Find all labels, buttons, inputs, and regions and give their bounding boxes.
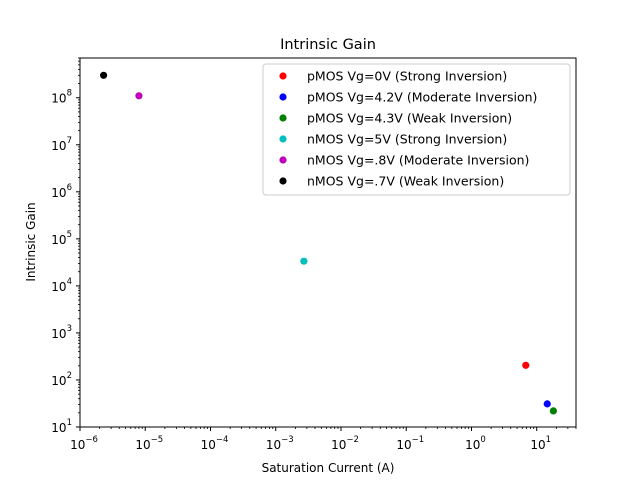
legend-marker <box>279 93 287 101</box>
legend-label: pMOS Vg=4.3V (Weak Inversion) <box>307 111 512 126</box>
x-tick-label: 100 <box>465 435 486 452</box>
x-tick-label: 10−3 <box>266 435 294 452</box>
legend: pMOS Vg=0V (Strong Inversion) pMOS Vg=4.2… <box>262 63 571 196</box>
x-axis-ticks: 10−6 10−5 10−4 10−3 10−2 10−1 100 101 <box>70 427 577 452</box>
y-tick-label: 102 <box>51 371 72 388</box>
chart-title: Intrinsic Gain <box>280 37 376 53</box>
data-points <box>100 71 557 415</box>
legend-marker <box>279 114 287 122</box>
x-tick-label: 10−4 <box>201 435 229 452</box>
y-axis-label: Intrinsic Gain <box>24 202 38 281</box>
data-point <box>135 92 143 100</box>
legend-label: nMOS Vg=.7V (Weak Inversion) <box>307 174 504 189</box>
legend-marker <box>279 177 287 185</box>
legend-box <box>262 63 571 196</box>
x-tick-label: 10−1 <box>396 435 424 452</box>
y-tick-label: 104 <box>51 277 72 294</box>
y-tick-label: 107 <box>51 136 72 153</box>
legend-marker <box>279 72 287 80</box>
data-point <box>549 407 557 415</box>
data-point <box>100 71 108 79</box>
y-tick-label: 103 <box>51 324 72 341</box>
plot-frame <box>79 57 577 428</box>
x-axis-label: Saturation Current (A) <box>262 461 395 475</box>
data-point <box>522 361 530 369</box>
y-tick-label: 105 <box>51 230 72 247</box>
x-tick-label: 10−5 <box>135 435 163 452</box>
data-point <box>543 400 551 408</box>
legend-label: pMOS Vg=0V (Strong Inversion) <box>307 69 507 84</box>
legend-marker <box>279 135 287 143</box>
y-tick-label: 101 <box>51 418 72 435</box>
x-tick-label: 10−2 <box>331 435 359 452</box>
legend-label: pMOS Vg=4.2V (Moderate Inversion) <box>307 90 537 105</box>
x-tick-label: 10−6 <box>70 435 98 452</box>
x-tick-label: 101 <box>530 435 551 452</box>
y-tick-label: 106 <box>51 183 72 200</box>
legend-label: nMOS Vg=5V (Strong Inversion) <box>307 132 507 147</box>
y-tick-label: 108 <box>51 89 72 106</box>
data-point <box>300 257 308 265</box>
legend-marker <box>279 156 287 164</box>
legend-label: nMOS Vg=.8V (Moderate Inversion) <box>307 153 529 168</box>
